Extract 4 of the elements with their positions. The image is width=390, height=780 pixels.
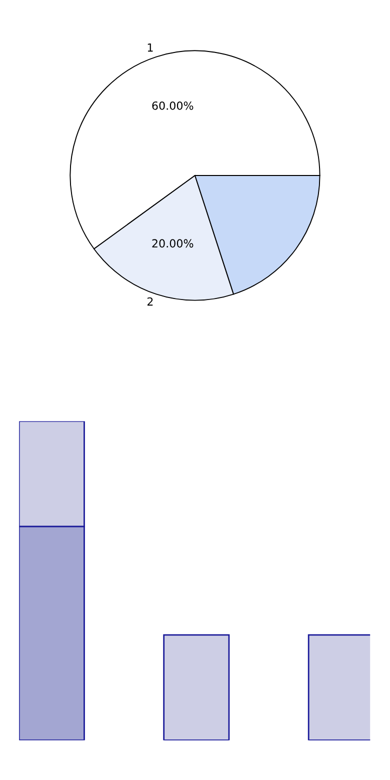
slice-label: 2 (147, 297, 153, 306)
data-label: 20.00% (152, 239, 194, 248)
data-label: 60.00% (152, 101, 194, 110)
slice-label: 1 (148, 43, 153, 52)
